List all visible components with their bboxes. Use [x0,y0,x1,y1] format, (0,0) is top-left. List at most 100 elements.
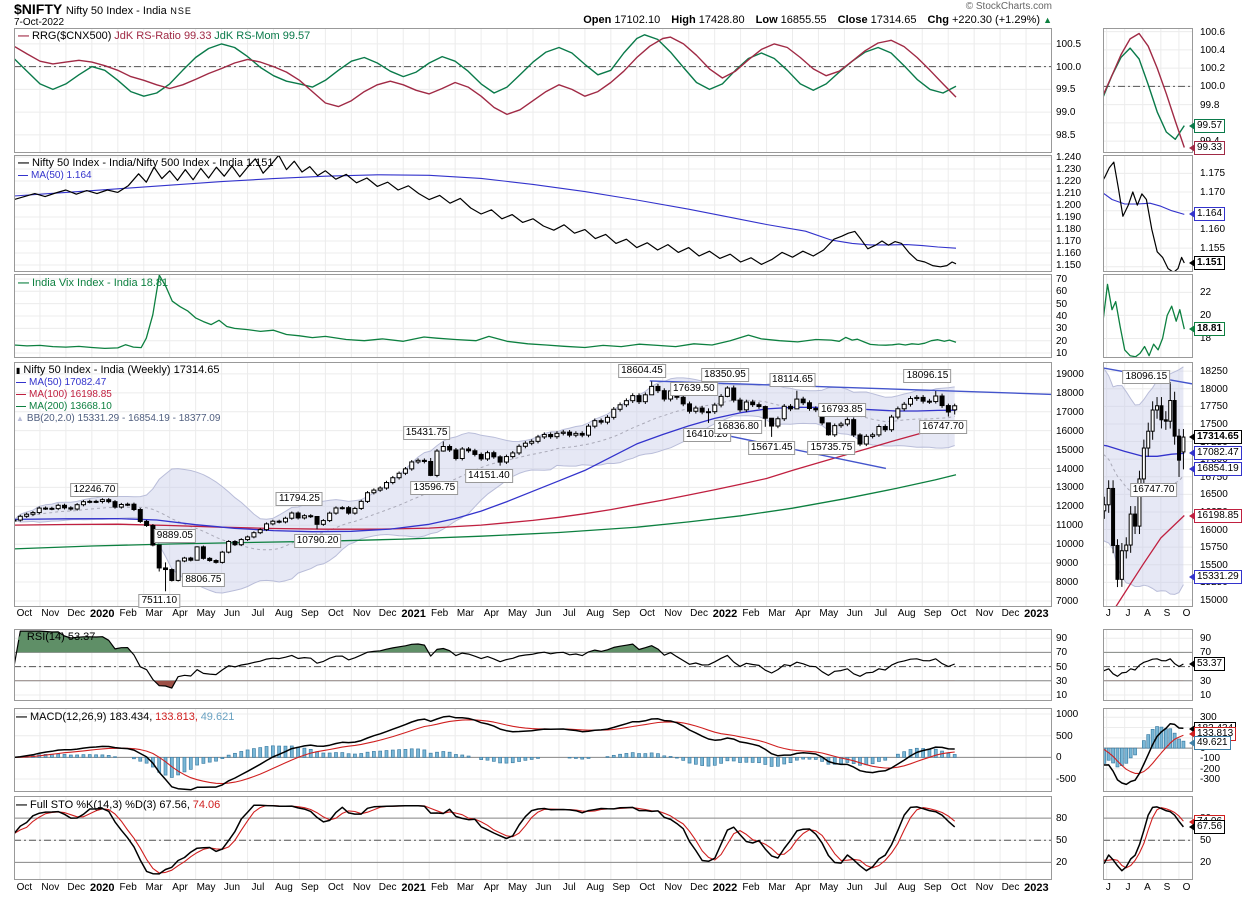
x-axis-month-label: Dec [1001,882,1020,893]
price-annotation: 16836.80 [714,420,762,435]
x-axis-month-label: Oct [16,608,33,619]
x-axis-month-label: Sep [300,882,319,893]
y-axis-tick-label: 10 [1200,689,1212,701]
y-axis-tick-label: 60 [1056,286,1068,298]
x-axis-month-label: Nov [352,882,371,893]
callout-arrow-icon [1189,259,1195,268]
vix-value-callout: 18.81 [1189,322,1226,337]
y-axis-tick-label: 18000 [1056,387,1084,399]
y-axis-tick-label: 100.0 [1056,61,1082,73]
low-label: Low [755,14,778,26]
x-axis-month-label: Oct [639,608,655,619]
price-chart-main [14,362,1052,607]
vix-line-swatch-icon: — [18,277,29,289]
x-axis-mini-month-label: A [1144,608,1151,619]
x-axis-month-label: Sep [923,608,942,619]
y-axis-tick-label: 12000 [1056,501,1084,513]
x-axis-month-label: 2021 [401,882,426,894]
y-axis-tick-label: 1.170 [1056,236,1082,248]
x-axis-month-label: Nov [664,608,683,619]
rsi-label: RSI(14) 53.37 [26,631,96,643]
price-ma200-label: MA(200) 13668.10 [29,401,112,412]
x-axis-month-label: Feb [430,882,449,893]
bollinger-band-icon: ▲ [16,414,24,423]
y-axis-tick-label: 16750 [1200,471,1228,483]
x-axis-month-label: Oct [639,882,655,893]
x-axis-month-label: Mar [145,882,163,893]
high-label: High [671,14,696,26]
macd-values-label: MACD(12,26,9) 183.434, [30,711,153,723]
rsi-legend: ▲ RSI(14) 53.37 [16,631,95,644]
quote-summary: Open 17102.10 High 17428.80 Low 16855.55 Cl… [583,14,1052,26]
price-value-callout: 16854.19 [1189,462,1242,477]
price-value-callout: 15331.29 [1189,569,1242,584]
callout-arrow-icon [1189,818,1195,827]
y-axis-tick-label: 1.160 [1056,248,1082,260]
y-axis-tick-label: 30 [1200,675,1212,687]
x-axis-month-label: 2020 [89,608,115,620]
x-axis-month-label: Jun [846,882,863,893]
y-axis-tick-label: 1000 [1056,709,1079,721]
ratio-value-callout: 1.164 [1189,207,1226,222]
y-axis-tick-label: 15500 [1200,559,1228,571]
price-legend: ▮ Nifty 50 Index - India (Weekly) 17314.6… [16,364,220,425]
sto-d-value: 74.06 [192,799,221,811]
callout-arrow-icon [1189,449,1195,458]
y-axis-tick-label: 99.8 [1200,99,1220,111]
x-axis-month-label: Jul [251,882,265,893]
callout-arrow-icon [1189,730,1195,739]
price-chart-mini [1103,362,1193,607]
rrg-chart-mini [1103,28,1193,153]
y-axis-tick-label: 100.0 [1200,81,1226,93]
x-axis-month-label: 2021 [401,608,426,620]
x-axis-mini-month-label: O [1182,608,1191,619]
x-axis-mini-month-label: S [1163,882,1171,893]
y-axis-tick-label: -500 [1056,774,1077,785]
open-value: 17102.10 [614,14,661,26]
y-axis-tick-label: 14000 [1056,463,1084,475]
y-axis-tick-label: 1.210 [1056,188,1082,200]
x-axis-month-label: Feb [742,882,760,893]
callout-arrow-icon [1189,433,1195,441]
rrg-legend: — RRG($CNX500) JdK RS-Ratio 99.33 JdK RS-… [18,30,310,43]
price-value-callout: 16198.85 [1189,508,1242,523]
x-axis-mini-month-label: J [1105,882,1111,893]
ratio-ma-label: MA(50) 1.164 [31,170,92,181]
price-annotation: 18114.65 [769,372,816,387]
y-axis-tick-label: 1.200 [1056,200,1082,212]
callout-arrow-icon [1189,210,1195,219]
x-axis-month-label: Nov [975,608,994,619]
price-annotation: 10790.20 [293,533,342,548]
y-axis-tick-label: -300 [1200,774,1221,786]
x-axis-month-label: Mar [456,608,475,619]
ratio-chart-main [14,155,1052,272]
x-axis-month-label: Aug [586,882,605,893]
y-axis-tick-label: 1.170 [1200,187,1226,198]
price-annotation: 18096.15 [903,369,952,383]
rrg-rs-ratio-value: JdK RS-Ratio 99.33 [114,30,212,42]
x-axis-month-label: Jul [874,608,888,619]
y-axis-tick-label: 70 [1056,647,1068,659]
y-axis-tick-label: 500 [1056,730,1073,742]
y-axis-tick-label: 90 [1200,633,1212,645]
x-axis-month-label: Aug [897,882,916,893]
price-ma50-label: MA(50) 17082.47 [29,377,107,388]
x-axis-month-label: Apr [795,882,811,893]
x-axis-month-label: Apr [795,608,811,619]
x-axis-month-label: Nov [41,608,60,619]
callout-arrow-icon [1189,325,1195,334]
rsi-chart-mini [1103,629,1193,701]
vix-legend: — India Vix Index - India 18.81 [18,277,168,290]
y-axis-tick-label: 99.5 [1056,84,1076,96]
y-axis-tick-label: 16000 [1056,425,1084,437]
stockcharts-copyright-link[interactable]: © StockCharts.com [965,1,1052,12]
rrg-line-swatch-icon: — [18,30,29,42]
x-axis-month-label: May [819,882,839,893]
instrument-name: Nifty 50 Index - India [65,5,167,17]
change-value: +220.30 (+1.29%) [951,14,1041,26]
y-axis-tick-label: 1.155 [1200,243,1226,255]
x-axis-month-label: Dec [378,882,397,893]
rsi-value-callout: 53.37 [1189,657,1226,672]
x-axis-month-label: 2023 [1024,608,1049,620]
x-axis-month-label: 2022 [712,882,738,894]
